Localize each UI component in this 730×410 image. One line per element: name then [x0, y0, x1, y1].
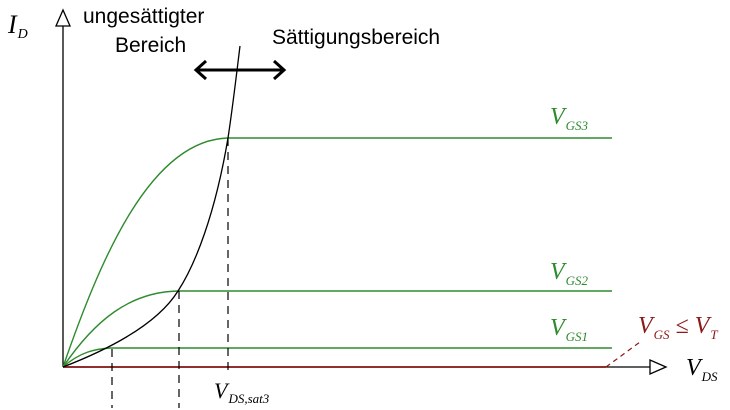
region-double-arrow [193, 59, 287, 81]
vds-sat-label: VDS,sat3 [214, 378, 270, 406]
x-axis-arrowhead [649, 359, 668, 375]
characteristic-curves [62, 137, 612, 368]
y-axis-label: ID [7, 10, 28, 42]
y-axis-arrowhead [55, 8, 71, 27]
threshold-curve [63, 341, 641, 368]
curve-vgs2 [62, 290, 612, 368]
curve-label-vgs1: VGS1 [550, 315, 588, 344]
curve-label-vgs3: VGS3 [550, 104, 589, 133]
curve-vgs3 [62, 137, 612, 368]
x-axis-label: VDS [686, 355, 718, 384]
threshold-label: VGS ≤ VT [638, 313, 718, 342]
curve-vgs1 [62, 347, 612, 368]
ohmic-region-label-line1: ungesättigter [83, 5, 204, 28]
curve-label-vgs2: VGS2 [550, 259, 589, 288]
threshold-leader-line [605, 341, 641, 368]
saturation-region-label: Sättigungsbereich [272, 26, 440, 49]
ohmic-region-label-line2: Bereich [115, 34, 186, 57]
saturation-boundary-curve [62, 45, 241, 368]
axes [55, 8, 668, 375]
drop-lines [111, 138, 229, 408]
